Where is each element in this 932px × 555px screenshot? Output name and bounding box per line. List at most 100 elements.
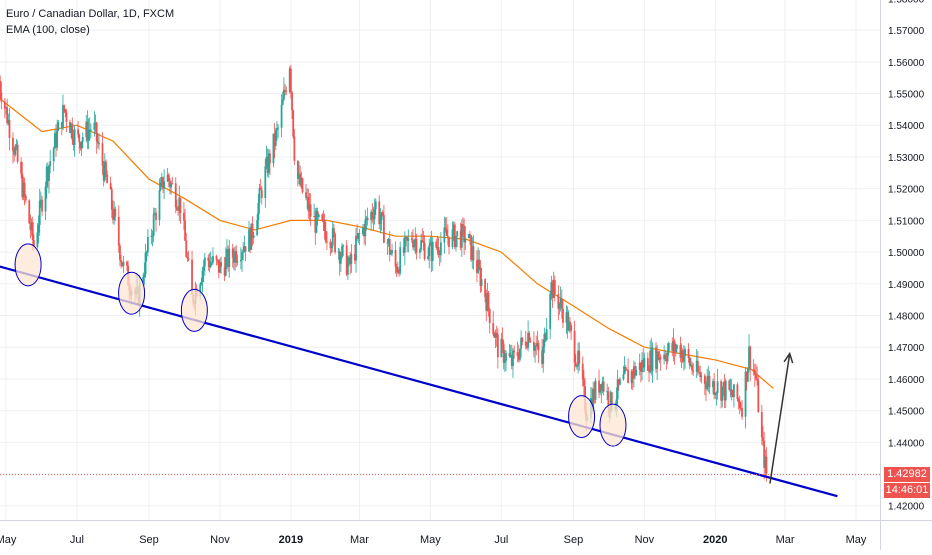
x-tick-label-12: May: [846, 534, 867, 546]
candle-body-64: [102, 165, 105, 181]
y-tick-label-15: 1.57000: [888, 26, 925, 37]
candle-body-292: [472, 246, 475, 261]
candle-body-186: [300, 178, 303, 186]
candle-body-313: [508, 353, 511, 357]
candle-body-261: [422, 241, 425, 243]
candle-body-246: [398, 269, 400, 274]
candle-body-125: [201, 270, 204, 282]
candle-body-272: [439, 242, 442, 256]
candle-body-191: [308, 204, 311, 212]
candle-body-316: [512, 350, 514, 367]
candle-body-202: [326, 241, 328, 243]
candle-body-415: [673, 341, 676, 353]
candle-body-289: [469, 234, 471, 236]
candle-body-170: [274, 130, 277, 146]
candle-body-367: [594, 380, 597, 400]
candle-body-344: [558, 303, 561, 309]
candle-body-209: [338, 251, 341, 264]
candle-body-214: [346, 263, 349, 275]
candle-body-280: [453, 224, 456, 248]
candle-body-184: [298, 173, 300, 179]
ema-line: [0, 98, 774, 389]
candle-body-279: [452, 224, 455, 230]
candle-body-74: [119, 245, 121, 261]
candle-body-217: [350, 254, 353, 265]
candle-body-427: [692, 370, 695, 372]
candle-body-23: [36, 232, 39, 247]
candle-body-8: [12, 137, 14, 152]
candle-body-152: [244, 246, 247, 252]
candle-body-224: [363, 227, 366, 237]
candle-body-247: [399, 247, 402, 274]
candle-body-315: [510, 354, 513, 367]
candle-body-97: [155, 212, 157, 220]
x-tick-label-7: Jul: [494, 534, 508, 546]
candle-body-463: [752, 369, 755, 371]
candle-body-165: [266, 156, 269, 174]
candle-body-405: [657, 351, 660, 360]
candle-body-138: [223, 266, 226, 276]
candle-body-426: [691, 364, 693, 371]
candle-body-124: [200, 281, 203, 285]
candle-body-320: [519, 348, 521, 360]
candle-body-149: [241, 252, 243, 260]
candle-body-201: [324, 231, 327, 242]
candle-body-268: [435, 241, 438, 248]
symbol-title[interactable]: Euro / Canadian Dollar, 1D, FXCM: [6, 8, 175, 20]
candle-body-164: [265, 156, 268, 167]
candle-body-281: [455, 235, 457, 248]
candle-body-446: [723, 382, 726, 401]
candle-body-297: [480, 279, 483, 286]
candle-body-38: [60, 122, 63, 129]
candle-body-176: [284, 89, 286, 91]
candle-body-298: [484, 279, 486, 297]
candle-body-19: [29, 223, 32, 231]
projection-arrow-head: [783, 351, 794, 364]
candle-body-66: [105, 161, 107, 175]
candle-body-307: [496, 334, 499, 358]
candle-body-54: [86, 121, 89, 141]
candle-body-130: [209, 262, 212, 267]
x-tick-label-1: Jul: [70, 534, 84, 546]
candle-body-401: [650, 350, 653, 372]
candle-body-461: [748, 346, 750, 369]
candle-body-395: [641, 360, 643, 372]
candle-body-63: [101, 143, 104, 166]
candle-body-322: [521, 337, 524, 342]
candle-body-372: [602, 381, 605, 392]
candle-body-139: [224, 257, 227, 276]
candle-body-435: [706, 381, 709, 389]
candle-body-400: [649, 350, 652, 373]
candle-body-422: [684, 349, 686, 357]
candle-body-442: [716, 381, 719, 393]
candle-body-440: [714, 393, 717, 395]
candle-body-358: [581, 363, 584, 380]
candle-body-398: [646, 358, 649, 371]
candle-body-193: [313, 216, 316, 218]
indicator-label[interactable]: EMA (100, close): [6, 24, 90, 36]
candle-body-465: [755, 374, 757, 379]
candle-body-51: [80, 141, 83, 149]
candle-body-108: [174, 183, 177, 208]
candle-body-346: [560, 298, 563, 309]
candle-body-451: [731, 395, 734, 398]
candle-body-228: [370, 211, 373, 221]
candle-body-188: [305, 192, 307, 198]
candle-body-221: [357, 233, 360, 239]
candle-body-350: [567, 321, 570, 331]
candle-body-366: [593, 389, 596, 400]
candle-body-406: [658, 357, 661, 360]
candle-body-144: [233, 257, 235, 263]
candle-body-178: [288, 68, 291, 92]
candle-body-324: [526, 345, 528, 348]
candle-body-258: [419, 249, 421, 253]
candle-body-137: [220, 262, 223, 267]
candle-body-282: [456, 231, 459, 236]
candle-body-413: [671, 343, 674, 352]
candle-body-432: [700, 375, 703, 378]
candle-body-175: [283, 89, 285, 100]
candle-body-230: [372, 216, 375, 220]
candle-body-404: [656, 351, 659, 369]
